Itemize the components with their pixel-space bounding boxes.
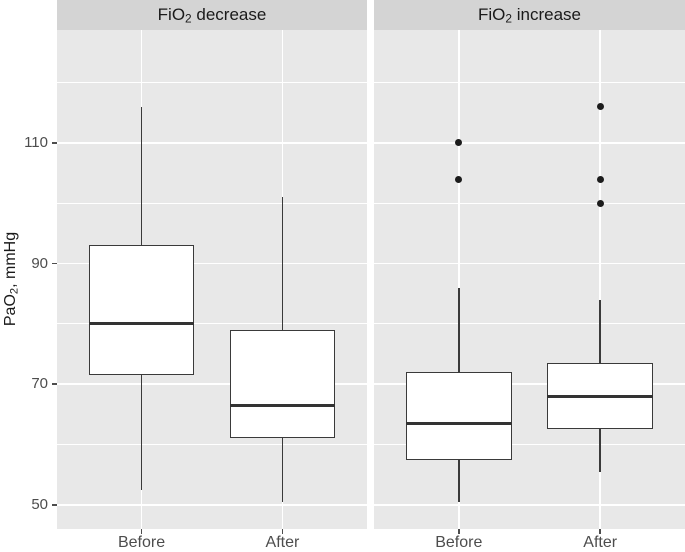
x-tick-label: Before [435,534,483,551]
x-tick-mark [140,529,143,534]
gridline-minor [374,81,685,84]
facet-label-subscript: 2 [505,11,513,26]
gridline-major [374,504,685,506]
x-tick-label: After [265,534,300,551]
box-rect [229,329,336,439]
median-line [229,403,336,407]
facet-strip-fio2-decrease: FiO2 decrease [57,0,367,30]
y-tick-label: 90 [31,254,48,272]
gridline-minor [374,202,685,204]
box-rect [405,372,512,460]
gridline-major [57,262,367,265]
outlier-dot [596,199,604,207]
gridline-vertical [599,30,601,529]
gridline-minor [57,443,367,446]
box-rect [88,245,195,376]
gridline-minor [57,323,367,325]
facet-label-rest: increase [512,5,581,24]
facet-panel-fio2-decrease [57,30,367,529]
x-tick-label: Before [117,534,166,551]
x-tick-mark [599,529,602,534]
gridline-major [374,262,685,265]
facet-label-subscript: 2 [185,11,192,26]
gridline-minor [374,323,685,325]
median-line [547,394,654,398]
y-tick-label: 50 [31,495,48,513]
facet-panel-fio2-increase [374,30,685,529]
gridline-major [374,141,685,144]
gridline-minor [57,202,367,204]
facet-label-base: FiO [157,5,186,24]
gridline-major [374,383,685,386]
y-axis-title-base: PaO [2,294,19,327]
facet-strip-fio2-increase: FiO2 increase [374,0,685,30]
gridline-major [57,141,367,144]
x-tick-label: After [583,534,618,551]
y-tick-mark [52,504,57,506]
y-tick-mark [52,262,57,265]
median-line [88,322,195,326]
y-tick-mark [52,383,57,386]
facet-strip-label: FiO2 decrease [158,5,267,25]
gridline-major [57,504,367,506]
median-line [405,421,512,425]
outlier-dot [596,103,604,111]
gridline-major [57,383,367,386]
y-tick-label: 70 [31,375,48,393]
outlier-dot [596,175,604,183]
gridline-minor [57,81,367,84]
outlier-dot [455,139,463,147]
y-axis-title-subscript: 2 [8,287,21,295]
outlier-dot [455,175,463,183]
y-tick-label: 110 [24,133,48,151]
x-tick-mark [281,529,284,534]
gridline-minor [374,443,685,446]
facet-strip-label: FiO2 increase [478,5,581,25]
gridline-vertical [458,30,460,529]
facet-label-base: FiO [478,5,506,24]
x-tick-mark [457,529,460,534]
y-tick-mark [52,141,57,144]
facet-label-rest: decrease [191,5,267,24]
